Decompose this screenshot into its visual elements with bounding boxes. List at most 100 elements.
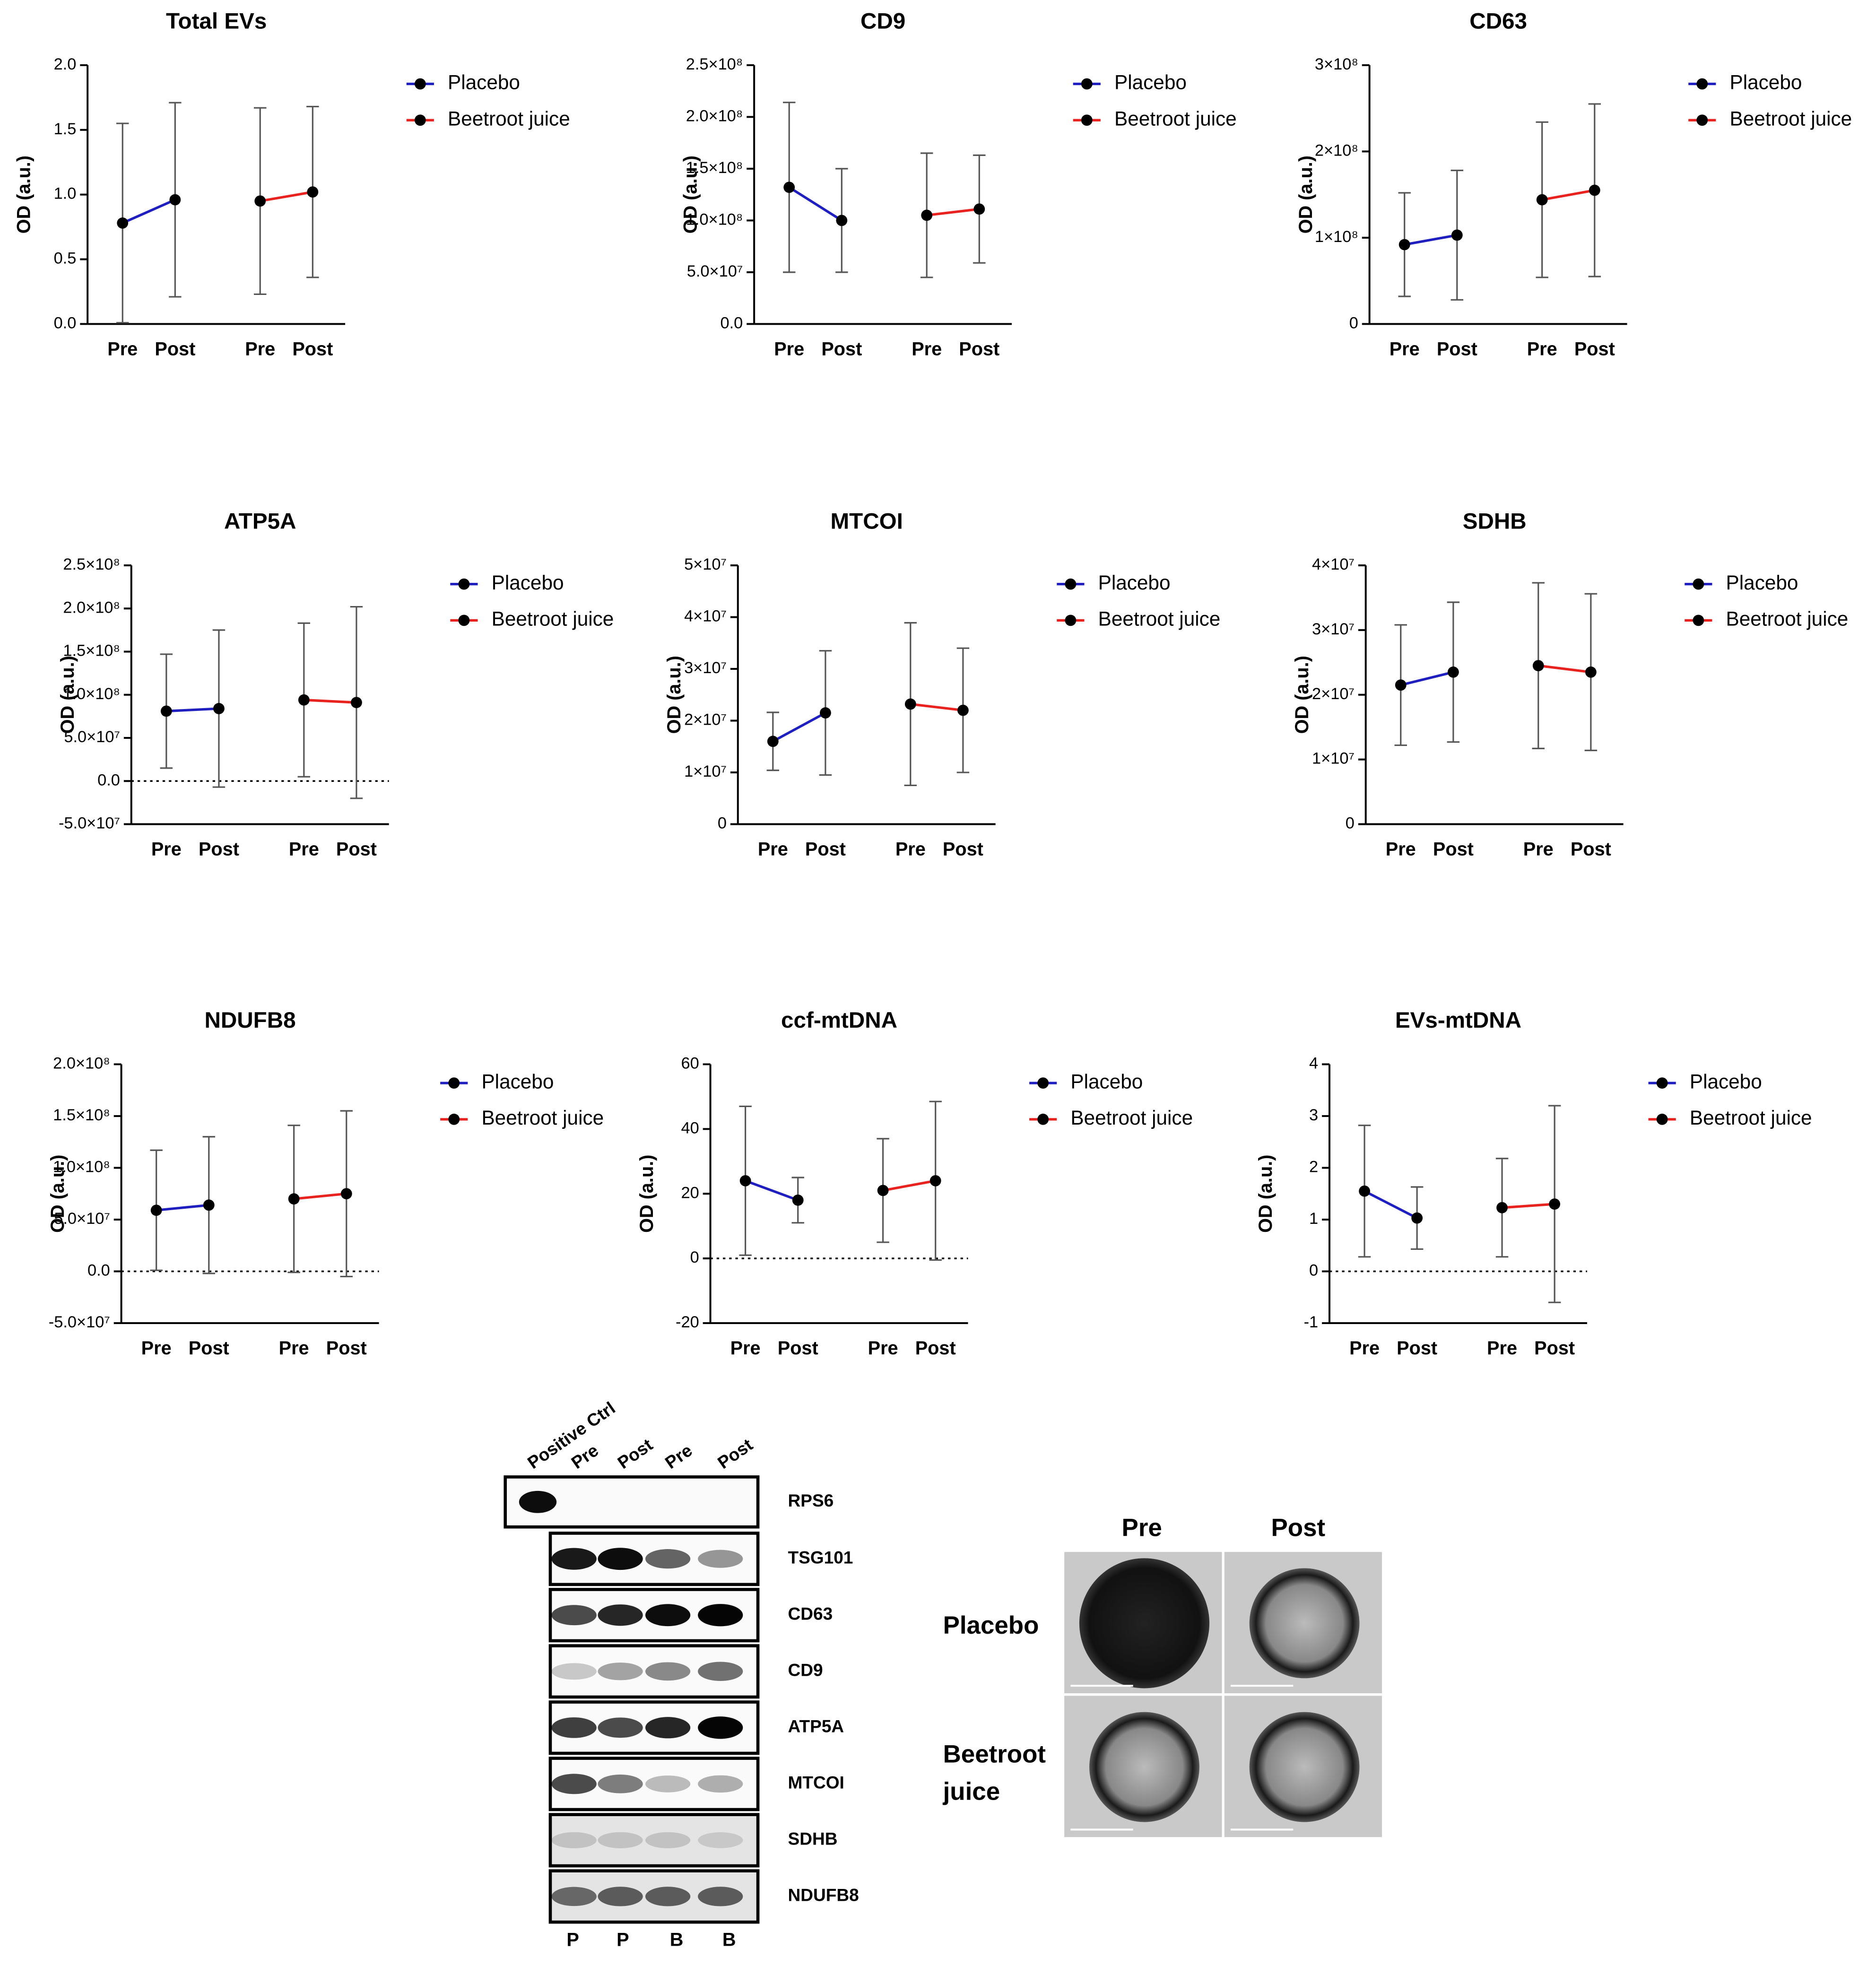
legend-label: Beetroot juice xyxy=(492,608,614,630)
y-axis-label: OD (a.u.) xyxy=(1255,1155,1276,1233)
y-tick-label: -1 xyxy=(1304,1313,1319,1331)
blot-band xyxy=(645,1887,691,1906)
legend-dot xyxy=(1065,578,1077,590)
legend-label: Placebo xyxy=(1726,572,1798,594)
y-tick-label: 1.0×10⁸ xyxy=(63,685,120,703)
blot-band xyxy=(598,1548,643,1570)
vesicle xyxy=(1089,1712,1199,1822)
x-tick-label: Pre xyxy=(1523,839,1554,860)
point xyxy=(351,697,362,709)
point xyxy=(288,1193,300,1205)
y-tick-label: 0 xyxy=(1309,1262,1318,1280)
legend-label: Placebo xyxy=(448,71,520,94)
chart-title: MTCOI xyxy=(831,509,903,534)
blot-band xyxy=(645,1604,691,1627)
chart: SDHB OD (a.u.) 0 1×10⁷ 2×10⁷ 3×10⁷ 4×10⁷ Pre Pos… xyxy=(1292,509,1848,860)
legend-dot xyxy=(1081,114,1093,126)
point xyxy=(1451,229,1463,241)
point xyxy=(973,203,985,215)
x-tick-label: Pre xyxy=(107,338,138,359)
legend-label: Beetroot juice xyxy=(1114,107,1237,130)
chart-title: EVs-mtDNA xyxy=(1395,1008,1521,1033)
y-axis-label: OD (a.u.) xyxy=(57,656,78,734)
y-tick-label: 1.5 xyxy=(54,120,77,138)
point xyxy=(877,1185,889,1196)
x-tick-label: Pre xyxy=(141,1338,172,1359)
series-line xyxy=(304,699,357,704)
y-tick-label: 1.5×10⁸ xyxy=(63,642,120,660)
y-tick-label: 1×10⁸ xyxy=(1315,228,1358,246)
point xyxy=(783,182,795,193)
legend-dot xyxy=(1065,615,1077,626)
blot-band xyxy=(698,1716,743,1739)
point xyxy=(213,703,225,714)
legend-label: Beetroot juice xyxy=(448,107,570,130)
x-tick-label: Post xyxy=(1571,839,1611,860)
legend-label: Placebo xyxy=(1729,71,1802,94)
band-label: CD63 xyxy=(788,1603,833,1623)
tem-column-label: Pre xyxy=(1122,1514,1162,1542)
band-label: RPS6 xyxy=(788,1490,834,1510)
series-line xyxy=(745,1179,799,1202)
y-tick-label: 0 xyxy=(718,814,727,832)
point xyxy=(1411,1212,1423,1224)
legend-label: Placebo xyxy=(1690,1070,1762,1092)
group-label: B xyxy=(722,1929,736,1950)
point xyxy=(307,186,319,198)
legend-label: Placebo xyxy=(481,1070,554,1092)
series-line xyxy=(294,1192,347,1200)
chart: MTCOI OD (a.u.) 0 1×10⁷ 2×10⁷ 3×10⁷ 4×10⁷ 5×10⁷… xyxy=(664,509,1220,860)
y-tick-label: 1 xyxy=(1309,1210,1318,1228)
legend-label: Placebo xyxy=(1098,572,1171,594)
y-axis-label: OD (a.u.) xyxy=(664,656,685,734)
x-tick-label: Post xyxy=(959,338,999,359)
y-tick-label: 1×10⁷ xyxy=(1312,750,1355,768)
x-tick-label: Post xyxy=(943,839,983,860)
y-tick-label: 40 xyxy=(681,1119,699,1137)
tem-row-label: Placebo xyxy=(943,1611,1039,1639)
chart-title: CD9 xyxy=(860,9,905,34)
x-tick-label: Pre xyxy=(758,839,788,860)
blot-band xyxy=(551,1605,597,1626)
legend-dot xyxy=(1693,615,1704,626)
x-tick-label: Post xyxy=(915,1338,956,1359)
y-tick-label: 3 xyxy=(1309,1106,1318,1124)
x-tick-label: Post xyxy=(821,338,862,359)
blot-band xyxy=(598,1887,643,1906)
y-tick-label: 1.0 xyxy=(54,185,77,203)
series-line xyxy=(122,199,176,225)
chart-title: ccf-mtDNA xyxy=(781,1008,897,1033)
y-tick-label: 5.0×10⁷ xyxy=(687,262,743,280)
series-line xyxy=(1404,234,1458,246)
y-tick-label: 4 xyxy=(1309,1055,1318,1073)
y-tick-label: 3×10⁸ xyxy=(1315,55,1358,73)
y-tick-label: 0.0 xyxy=(87,1262,110,1280)
y-tick-label: -20 xyxy=(676,1313,699,1331)
series-line xyxy=(260,191,313,202)
x-tick-label: Pre xyxy=(1527,338,1557,359)
legend-dot xyxy=(448,1077,460,1089)
y-tick-label: -5.0×10⁷ xyxy=(59,814,120,832)
blot-band xyxy=(698,1550,743,1568)
point xyxy=(1589,184,1600,196)
series-line xyxy=(1538,664,1591,674)
chart-title: Total EVs xyxy=(166,9,267,34)
series-line xyxy=(926,208,980,217)
point xyxy=(921,209,933,221)
blot-band xyxy=(551,1887,597,1906)
y-tick-label: 3×10⁷ xyxy=(1312,620,1355,638)
x-tick-label: Post xyxy=(1397,1338,1437,1359)
blot-band xyxy=(645,1662,691,1681)
y-axis-label: OD (a.u.) xyxy=(680,156,701,234)
band-label: NDUFB8 xyxy=(788,1885,859,1905)
point xyxy=(340,1188,352,1200)
chart-title: NDUFB8 xyxy=(205,1008,296,1033)
vesicle xyxy=(1249,1568,1360,1679)
x-tick-label: Post xyxy=(1574,338,1615,359)
point xyxy=(1585,666,1597,678)
x-tick-label: Post xyxy=(199,839,239,860)
chart: CD9 OD (a.u.) 0.0 5.0×10⁷ 1.0×10⁸ 1.5×10⁸ 2.0×… xyxy=(680,9,1236,359)
y-axis-label: OD (a.u.) xyxy=(1292,656,1312,734)
x-tick-label: Pre xyxy=(279,1338,309,1359)
